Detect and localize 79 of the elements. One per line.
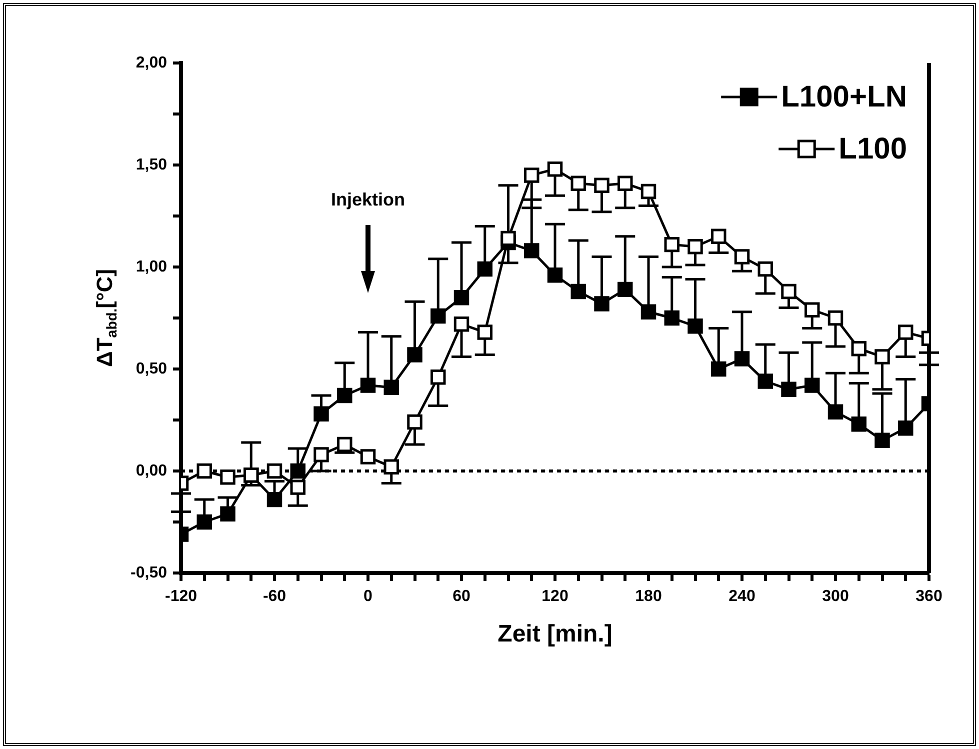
point bbox=[758, 374, 773, 389]
point bbox=[524, 243, 540, 258]
point bbox=[570, 284, 586, 300]
point bbox=[618, 282, 633, 298]
point bbox=[196, 514, 212, 530]
point bbox=[454, 290, 470, 306]
point bbox=[711, 361, 726, 377]
point bbox=[640, 304, 656, 320]
point bbox=[828, 310, 844, 326]
annotation: Injektion bbox=[330, 190, 406, 210]
point bbox=[430, 308, 446, 324]
point bbox=[688, 238, 703, 254]
point bbox=[384, 459, 399, 475]
point bbox=[407, 414, 422, 430]
point bbox=[711, 228, 726, 244]
point bbox=[314, 406, 329, 422]
x-tick-label: 120 bbox=[542, 588, 568, 606]
x-tick-label: 180 bbox=[635, 588, 662, 606]
point bbox=[874, 432, 890, 448]
point bbox=[290, 480, 306, 495]
point bbox=[664, 236, 680, 252]
point bbox=[734, 351, 750, 366]
point bbox=[360, 449, 376, 464]
x-tick-label: 360 bbox=[916, 588, 942, 606]
point bbox=[314, 447, 329, 462]
point bbox=[758, 261, 773, 277]
point bbox=[547, 161, 563, 177]
point bbox=[570, 176, 586, 191]
point bbox=[594, 296, 610, 312]
point bbox=[664, 310, 680, 326]
point bbox=[407, 347, 422, 362]
x-axis-title: Zeit [min.] bbox=[498, 620, 612, 648]
point bbox=[477, 261, 492, 277]
point bbox=[874, 349, 890, 364]
point bbox=[688, 318, 703, 334]
x-tick-label: 240 bbox=[728, 588, 756, 606]
point bbox=[594, 178, 610, 194]
point bbox=[290, 463, 306, 479]
y-tick-label: 0,00 bbox=[136, 462, 168, 480]
point bbox=[898, 324, 914, 340]
legend-label: L100+LN bbox=[781, 80, 907, 114]
point bbox=[640, 184, 656, 200]
point bbox=[220, 470, 236, 485]
point bbox=[781, 284, 796, 300]
point bbox=[898, 420, 914, 436]
point bbox=[828, 404, 844, 420]
point bbox=[851, 416, 866, 432]
x-tick-label: -60 bbox=[262, 588, 286, 606]
point bbox=[266, 492, 282, 508]
point bbox=[804, 378, 820, 393]
point bbox=[734, 249, 750, 264]
legend-label: L100 bbox=[838, 132, 908, 166]
point bbox=[337, 436, 352, 452]
point bbox=[454, 316, 470, 332]
point bbox=[851, 340, 866, 356]
point bbox=[524, 168, 540, 183]
point bbox=[477, 324, 492, 340]
y-tick-label: 1,00 bbox=[136, 258, 168, 276]
y-tick-label: 1,50 bbox=[136, 156, 168, 174]
point bbox=[220, 506, 236, 522]
point bbox=[547, 268, 563, 283]
point bbox=[430, 370, 446, 385]
y-tick-label: 0,50 bbox=[136, 360, 168, 378]
x-tick-label: 300 bbox=[822, 588, 849, 606]
x-tick-label: -120 bbox=[164, 588, 198, 606]
point bbox=[384, 380, 399, 395]
y-tick-label: -0,50 bbox=[130, 564, 168, 582]
point bbox=[196, 463, 212, 479]
x-tick-label: 60 bbox=[452, 588, 470, 606]
point bbox=[500, 230, 516, 246]
point bbox=[337, 388, 352, 404]
y-tick-label: 2,00 bbox=[136, 54, 168, 72]
point bbox=[618, 176, 633, 191]
y-axis-title: ΔTabd.[°C] bbox=[92, 269, 121, 367]
point bbox=[360, 378, 376, 393]
x-tick-label: 0 bbox=[364, 588, 373, 606]
point bbox=[266, 463, 282, 479]
point bbox=[781, 382, 796, 398]
point bbox=[804, 302, 820, 318]
